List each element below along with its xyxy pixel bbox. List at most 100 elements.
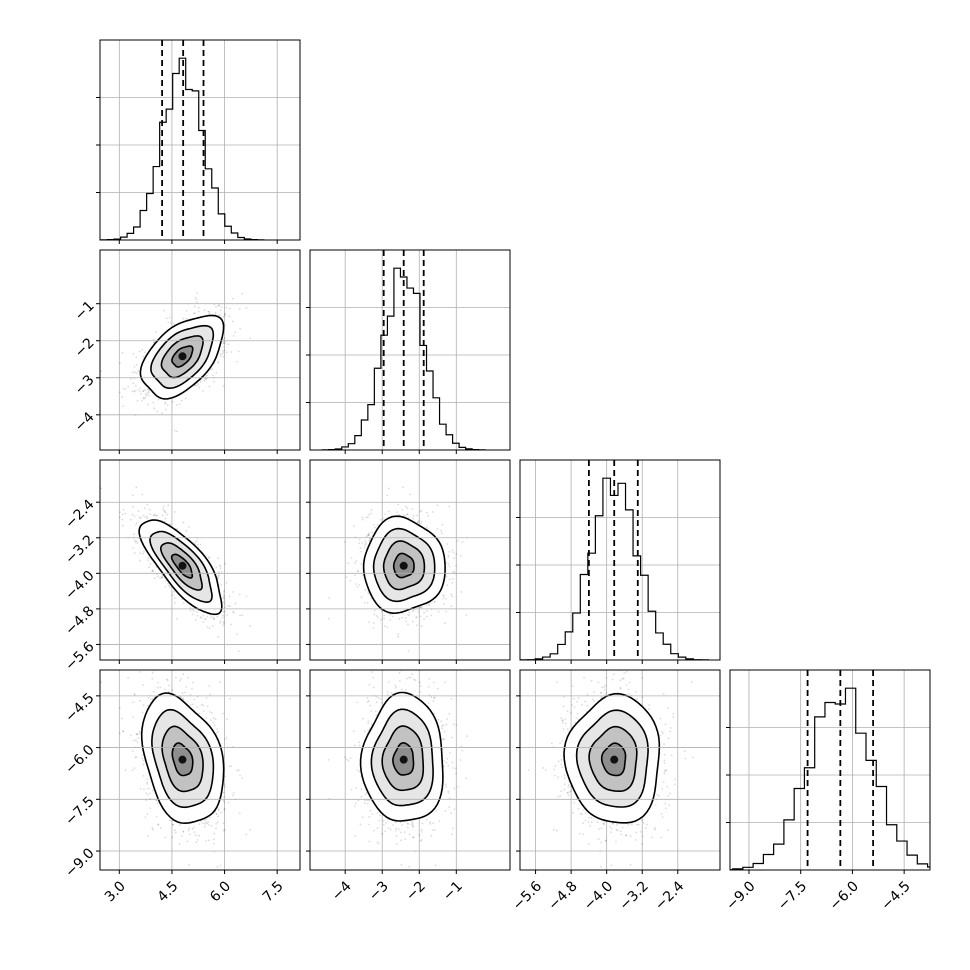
sample-point xyxy=(431,511,434,513)
y-tick-label: −2.4 xyxy=(62,497,97,532)
sample-point xyxy=(236,769,239,772)
sample-point xyxy=(453,557,456,560)
panel-frame xyxy=(99,249,301,451)
sample-point xyxy=(366,534,369,537)
sample-point xyxy=(208,711,211,713)
histogram-panel-0 xyxy=(96,39,301,244)
sample-point xyxy=(360,562,363,565)
sample-point xyxy=(417,610,420,613)
sample-point xyxy=(100,681,103,683)
sample-point xyxy=(217,557,220,560)
sample-point xyxy=(448,578,451,581)
sample-point xyxy=(406,513,409,516)
sample-point xyxy=(184,397,187,400)
sample-point xyxy=(219,565,222,568)
sample-point xyxy=(386,626,389,629)
sample-point xyxy=(143,788,145,791)
sample-point xyxy=(131,513,134,516)
y-tick-label: −4 xyxy=(72,409,98,435)
sample-point xyxy=(139,516,142,519)
sample-point xyxy=(444,622,446,625)
sample-point xyxy=(197,384,200,387)
sample-point xyxy=(245,833,248,836)
sample-point xyxy=(157,575,159,578)
sample-point xyxy=(182,521,185,524)
sample-point xyxy=(373,609,376,612)
sample-point xyxy=(202,621,204,623)
sample-point xyxy=(222,624,225,627)
sample-point xyxy=(139,700,141,702)
sample-point xyxy=(217,577,219,580)
sample-point xyxy=(364,540,366,543)
sample-point xyxy=(372,622,375,625)
sample-point xyxy=(182,698,185,700)
contour-line xyxy=(392,552,415,579)
sample-point xyxy=(194,618,197,621)
histogram-step xyxy=(321,267,486,450)
sample-point xyxy=(219,567,222,570)
sample-point xyxy=(194,305,196,308)
sample-point xyxy=(148,792,151,795)
sample-point xyxy=(229,307,231,310)
sample-point xyxy=(222,591,225,593)
sample-point xyxy=(124,388,127,391)
sample-point xyxy=(133,739,136,742)
sample-point xyxy=(211,368,214,370)
sample-point xyxy=(455,553,458,555)
sample-point xyxy=(447,554,450,557)
sample-point xyxy=(135,524,137,526)
sample-point xyxy=(162,309,165,312)
contour-line xyxy=(150,324,215,390)
sample-point xyxy=(224,341,227,343)
sample-point xyxy=(193,831,196,834)
sample-point xyxy=(360,550,363,553)
sample-point xyxy=(142,389,145,392)
sample-point xyxy=(408,611,411,614)
sample-point xyxy=(186,840,189,843)
sample-point xyxy=(452,551,455,554)
sample-point xyxy=(450,605,453,608)
sample-point xyxy=(215,566,218,569)
sample-point xyxy=(397,513,400,516)
sample-point xyxy=(173,597,176,599)
sample-point xyxy=(211,374,214,377)
sample-point xyxy=(186,676,189,679)
sample-point xyxy=(436,504,439,507)
sample-point xyxy=(164,520,166,523)
contour-line xyxy=(170,553,194,579)
sample-point xyxy=(426,615,428,618)
sample-point xyxy=(224,562,226,565)
y-tick-label: −1 xyxy=(72,298,98,324)
sample-point xyxy=(427,514,430,517)
sample-point xyxy=(420,520,423,523)
sample-point xyxy=(350,557,353,560)
sample-point xyxy=(376,616,379,619)
sample-point xyxy=(137,370,140,372)
sample-point xyxy=(191,613,194,616)
sample-point xyxy=(369,538,371,541)
sample-point xyxy=(426,511,428,514)
sample-point xyxy=(451,595,453,598)
sample-point xyxy=(405,620,408,623)
sample-point xyxy=(208,310,211,313)
sample-point xyxy=(401,508,404,511)
sample-point xyxy=(226,351,228,354)
sample-point xyxy=(189,607,192,609)
sample-point xyxy=(367,513,370,516)
histogram-panel-2 xyxy=(516,459,721,664)
sample-point xyxy=(142,552,145,555)
sample-point xyxy=(173,429,176,432)
sample-point xyxy=(349,579,352,582)
sample-point xyxy=(416,616,418,619)
sample-point xyxy=(208,627,211,630)
density-peak xyxy=(178,352,187,361)
sample-point xyxy=(222,342,225,345)
sample-point xyxy=(149,563,152,565)
sample-point xyxy=(147,394,150,397)
sample-point xyxy=(215,371,218,374)
sample-point xyxy=(133,693,136,695)
sample-point xyxy=(222,593,225,596)
sample-point xyxy=(142,514,145,517)
sample-point xyxy=(133,552,136,554)
sample-point xyxy=(193,698,196,701)
